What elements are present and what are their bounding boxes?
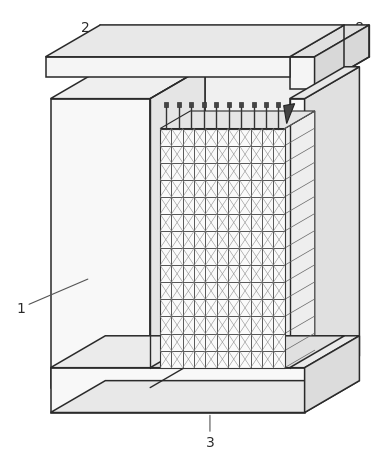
Polygon shape <box>290 68 360 99</box>
Polygon shape <box>252 102 255 107</box>
Polygon shape <box>264 102 268 107</box>
Polygon shape <box>160 112 315 129</box>
Text: 8: 8 <box>307 21 364 66</box>
Polygon shape <box>150 336 344 368</box>
Polygon shape <box>284 104 294 124</box>
Text: 9: 9 <box>300 155 359 181</box>
Polygon shape <box>51 99 150 388</box>
Polygon shape <box>189 102 193 107</box>
Text: 1: 1 <box>16 280 88 315</box>
Polygon shape <box>290 58 315 89</box>
Polygon shape <box>315 26 369 89</box>
Text: 7: 7 <box>300 237 359 251</box>
Polygon shape <box>46 58 290 78</box>
Polygon shape <box>51 68 205 99</box>
Polygon shape <box>285 112 315 368</box>
Polygon shape <box>51 381 360 413</box>
Polygon shape <box>305 68 360 388</box>
Text: 6: 6 <box>282 281 359 295</box>
Text: 2: 2 <box>81 21 128 66</box>
Polygon shape <box>177 102 181 107</box>
Polygon shape <box>290 26 369 58</box>
Polygon shape <box>239 102 243 107</box>
Polygon shape <box>290 99 305 388</box>
Polygon shape <box>150 68 205 388</box>
Polygon shape <box>205 68 360 336</box>
Polygon shape <box>305 336 360 413</box>
Polygon shape <box>277 102 280 107</box>
Polygon shape <box>160 129 285 368</box>
Polygon shape <box>164 102 168 107</box>
Polygon shape <box>227 102 230 107</box>
Text: 3: 3 <box>206 415 214 449</box>
Polygon shape <box>46 26 344 58</box>
Polygon shape <box>202 102 206 107</box>
Polygon shape <box>214 102 218 107</box>
Polygon shape <box>51 368 305 413</box>
Polygon shape <box>51 336 360 368</box>
